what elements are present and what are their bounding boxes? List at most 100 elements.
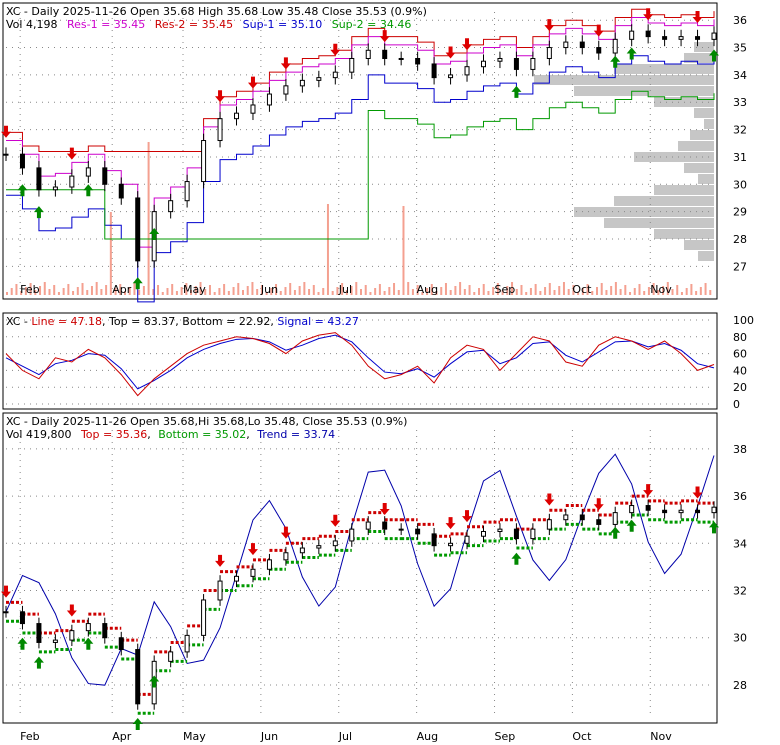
volume-bar	[279, 291, 282, 295]
volume-bar	[90, 286, 93, 295]
volume-bar	[308, 289, 311, 295]
price-x-axis: Feb Apr May Jun Jul Aug Sep Oct Nov	[20, 283, 672, 296]
volume-bar	[57, 292, 60, 295]
oscillator-symbol: XC	[6, 315, 21, 328]
price-candle-body	[662, 36, 668, 40]
sell-arrow	[1, 585, 11, 598]
volume-bar	[237, 283, 240, 295]
trend-candle-body	[52, 639, 58, 643]
volume-profile-bar	[694, 42, 714, 52]
volume-bar	[208, 285, 211, 295]
buy-arrow	[132, 277, 143, 290]
trend-x-tick-label: Oct	[572, 730, 592, 743]
volume-bar	[459, 282, 462, 295]
trend-panel-frame	[2, 412, 718, 724]
trend-candle-body	[629, 505, 635, 514]
trend-candle-body	[85, 623, 91, 632]
trend-candle-body	[266, 559, 272, 570]
volume-bar	[581, 288, 584, 295]
price-candle-body	[135, 197, 141, 262]
volume-bar	[506, 286, 509, 295]
volume-bar	[39, 286, 42, 295]
volume-bar	[20, 291, 23, 295]
price-candle-body	[448, 74, 454, 79]
trend-candle-body	[234, 575, 240, 582]
trend-panel: 38 36 34 32 30 28 Feb Apr May Jun Jul Aug Sep Oct Nov…	[1, 412, 747, 743]
volume-bar	[647, 287, 650, 295]
price-candle-body	[678, 36, 684, 40]
volume-bar	[312, 285, 315, 295]
volume-bar	[544, 287, 547, 295]
volume-bar	[322, 288, 325, 295]
res1-line	[6, 16, 715, 248]
sell-arrow	[215, 554, 226, 567]
sell-arrow	[66, 604, 77, 617]
price-candle-body	[596, 47, 602, 54]
trend-candle-body	[398, 528, 404, 531]
trend-candle-body	[563, 514, 569, 521]
price-candle-body	[3, 153, 9, 156]
volume-bar	[10, 288, 13, 295]
volume-bar	[666, 282, 669, 295]
price-y-tick-label: 29	[733, 206, 747, 219]
trend-candle-body	[3, 611, 9, 614]
volume-bar	[67, 284, 70, 295]
price-candle-body	[349, 57, 355, 73]
trend-x-axis: Feb Apr May Jun Jul Aug Sep Oct Nov	[20, 730, 672, 743]
volume-bar	[426, 288, 429, 295]
volume-bar	[119, 284, 122, 295]
price-x-tick-label: Feb	[20, 283, 39, 296]
price-candle-body	[365, 49, 371, 59]
buy-arrow	[626, 47, 637, 60]
volume-bar	[317, 292, 320, 295]
volume-profile-bar	[534, 75, 714, 85]
volume-bar	[95, 282, 98, 295]
volume-bar	[388, 287, 391, 295]
volume-bar	[142, 286, 145, 295]
price-candle-body	[563, 41, 569, 49]
trend-volume-label: Vol 419,800	[6, 428, 71, 441]
trend-y-tick-label: 28	[733, 679, 747, 692]
trend-candle-body	[513, 528, 519, 540]
volume-bar	[378, 284, 381, 295]
trend-candle-body	[168, 651, 174, 662]
trend-x-tick-label: Jun	[260, 730, 278, 743]
volume-bar	[289, 283, 292, 295]
volume-profile-bar	[614, 64, 714, 74]
price-y-tick-label: 28	[733, 233, 747, 246]
volume-bar	[600, 283, 603, 295]
volume-bar	[610, 286, 613, 295]
trend-x-tick-label: Nov	[650, 730, 672, 743]
volume-bar	[596, 287, 598, 295]
res2-label: Res-2 = 35.45	[155, 18, 233, 31]
sell-arrow	[66, 147, 77, 160]
price-candle-body	[415, 57, 421, 65]
sell-arrow	[379, 502, 390, 515]
price-panel: 36 35 34 33 32 31 30 29 28 27 Feb Apr May Jun Jul Aug S…	[1, 2, 747, 401]
volume-bar	[539, 291, 542, 295]
volume-bar	[496, 283, 499, 295]
trend-candle-body	[69, 630, 75, 641]
trend-candle-body	[201, 599, 207, 636]
volume-bar	[421, 292, 424, 295]
price-x-tick-label: Sep	[495, 283, 516, 296]
volume-bar	[180, 287, 183, 295]
trend-bottom-label: Bottom = 35.02	[158, 428, 246, 441]
volume-bar	[251, 282, 254, 295]
volume-bar	[190, 290, 193, 295]
volume-bar	[105, 285, 108, 295]
volume-bar	[699, 287, 702, 295]
buy-arrow	[511, 85, 522, 98]
volume-bar	[350, 286, 353, 295]
trend-candle-body	[530, 528, 536, 540]
buy-arrow	[610, 55, 621, 68]
trend-candle-body	[36, 623, 42, 643]
oscillator-header: XC - Line = 47.18, Top = 83.37, Bottom =…	[6, 315, 359, 328]
sell-arrow	[280, 57, 291, 70]
volume-bar	[15, 284, 18, 295]
trend-candle-body	[382, 521, 388, 530]
price-header-line2: Vol 4,198 Res-1 = 35.45 Res-2 = 35.45 Su…	[6, 18, 411, 31]
oscillator-comma-2: ,	[175, 315, 179, 328]
sell-arrow	[462, 510, 473, 523]
